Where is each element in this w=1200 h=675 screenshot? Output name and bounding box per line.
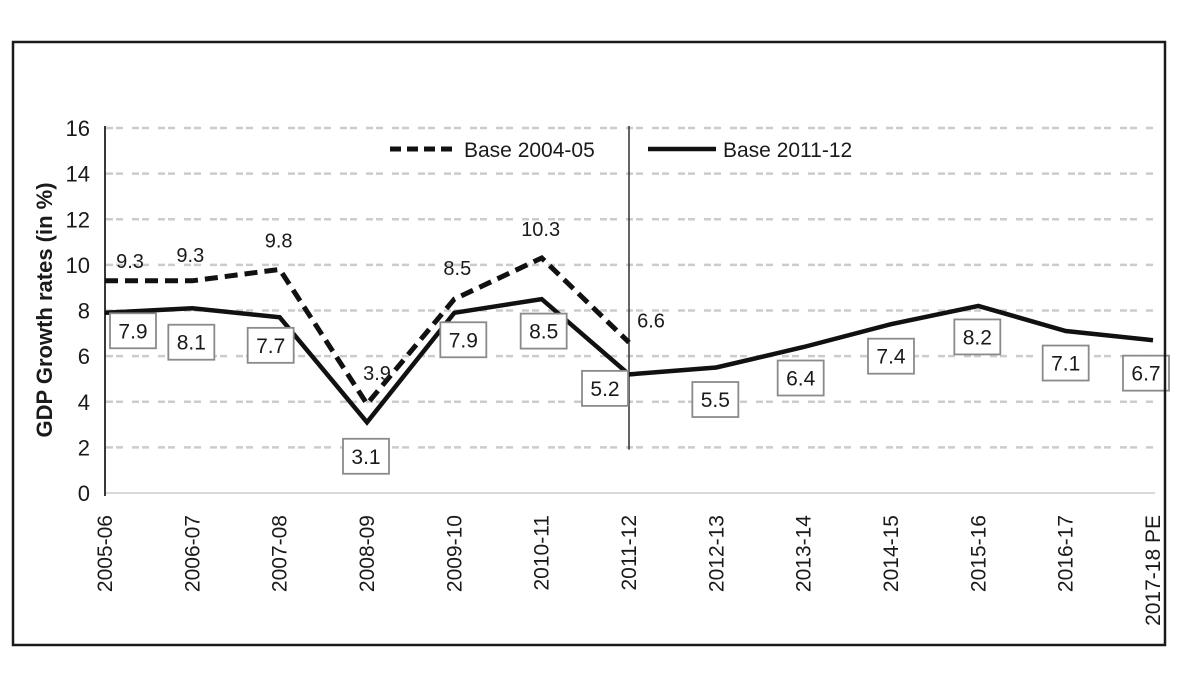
- data-label-box: [167, 323, 216, 361]
- data-label-boxed: 8.5: [519, 312, 568, 350]
- y-tick-label: 16: [66, 116, 90, 141]
- x-tick-label: 2013-14: [793, 515, 816, 592]
- data-label-boxed: 5.5: [691, 381, 740, 418]
- data-label-boxed: 5.2: [581, 369, 629, 407]
- y-tick-label: 2: [78, 435, 90, 460]
- y-tick-label: 8: [78, 299, 90, 324]
- data-label-box: [581, 369, 629, 407]
- data-label-value: 9.3: [176, 245, 204, 267]
- data-label-value: 7.4: [876, 346, 906, 369]
- x-tick-label: 2016-17: [1055, 515, 1078, 592]
- data-label-value: 10.3: [521, 219, 560, 241]
- x-tick-label: 2009-10: [443, 515, 466, 592]
- data-label-value: 6.7: [1131, 363, 1160, 386]
- data-label-value: 9.8: [265, 230, 293, 252]
- x-tick-label: 2007-08: [269, 515, 292, 592]
- y-tick-label: 14: [66, 162, 90, 187]
- data-label-box: [109, 312, 157, 350]
- data-label-value: 3.9: [363, 363, 391, 385]
- data-label-boxed: 7.9: [109, 312, 157, 350]
- data-label-value: 8.1: [177, 332, 206, 355]
- data-label-boxed: 8.1: [167, 323, 216, 361]
- y-axis-title: GDP Growth rates (in %): [32, 182, 57, 437]
- data-label-value: 7.9: [449, 329, 478, 352]
- x-tick-label: 2017-18 PE: [1142, 515, 1165, 626]
- x-tick-label: 2005-06: [94, 515, 117, 592]
- data-label-box: [867, 337, 915, 375]
- x-tick-label: 2010-11: [531, 515, 554, 591]
- data-label-boxed: 7.1: [1041, 344, 1090, 382]
- data-label-value: 3.1: [351, 446, 380, 469]
- data-label-box: [246, 326, 295, 364]
- data-label-value: 6.4: [786, 368, 816, 391]
- data-label-boxed: 8.2: [953, 318, 1002, 356]
- x-tick-label: 2012-13: [705, 515, 728, 592]
- data-label-boxed: 7.7: [246, 326, 295, 364]
- data-label-boxed: 3.1: [342, 437, 390, 475]
- data-label-boxed: 6.4: [776, 359, 825, 397]
- x-tick-label: 2006-07: [181, 515, 204, 592]
- series-base-2004-05-line: [105, 255, 631, 409]
- data-label-boxed: 7.9: [439, 321, 488, 359]
- data-label-value: 7.9: [118, 320, 147, 343]
- data-label-boxed: 6.7: [1122, 354, 1170, 392]
- x-axis-ticks: 2005-06 2006-07 2007-08 2008-09 2009-10 2010-…: [94, 515, 1165, 626]
- data-label-value: 9.3: [116, 251, 144, 273]
- data-label-value: 7.1: [1051, 353, 1080, 376]
- y-tick-label: 12: [66, 207, 90, 232]
- data-label-value: 5.5: [701, 389, 730, 412]
- x-tick-label: 2008-09: [356, 515, 379, 592]
- data-label-box: [1122, 354, 1170, 392]
- data-label-value: 8.5: [529, 321, 558, 344]
- data-label-value: 8.2: [963, 326, 992, 349]
- data-label-boxed: 7.4: [867, 337, 915, 375]
- data-label-box: [691, 381, 740, 418]
- y-tick-label: 4: [78, 390, 90, 415]
- x-tick-label: 2011-12: [618, 515, 641, 591]
- legend-label-base-2011-12: Base 2011-12: [723, 139, 852, 162]
- data-label-box: [342, 437, 390, 475]
- data-label-value: 5.2: [590, 378, 619, 401]
- y-tick-label: 6: [78, 344, 90, 369]
- y-tick-label: 0: [78, 481, 90, 506]
- data-label-box: [439, 321, 488, 359]
- gridlines: [106, 126, 1155, 449]
- legend: Base 2004-05 Base 2011-12: [390, 139, 852, 162]
- data-labels: 9.3 9.3 9.8 3.9 8.5 10.3 6.6 7.9 8.1 7.7 3.1 7.9 8.5…: [109, 219, 1170, 475]
- chart-frame: [11, 40, 1167, 647]
- legend-label-base-2004-05: Base 2004-05: [464, 139, 595, 162]
- data-label-box: [1041, 344, 1090, 382]
- x-tick-label: 2015-16: [967, 515, 990, 592]
- x-tick-label: 2014-15: [880, 515, 903, 592]
- data-label-box: [776, 359, 825, 397]
- data-label-value: 8.5: [443, 258, 471, 280]
- data-label-box: [953, 318, 1002, 356]
- data-label-value: 7.7: [256, 335, 285, 358]
- y-tick-label: 10: [66, 253, 90, 278]
- data-label-box: [519, 312, 568, 350]
- y-axis-ticks: 0 2 4 6 8 10 12 14 16: [66, 116, 90, 506]
- series-base-2011-12-line: [104, 296, 1154, 426]
- data-label-value: 6.6: [637, 310, 665, 332]
